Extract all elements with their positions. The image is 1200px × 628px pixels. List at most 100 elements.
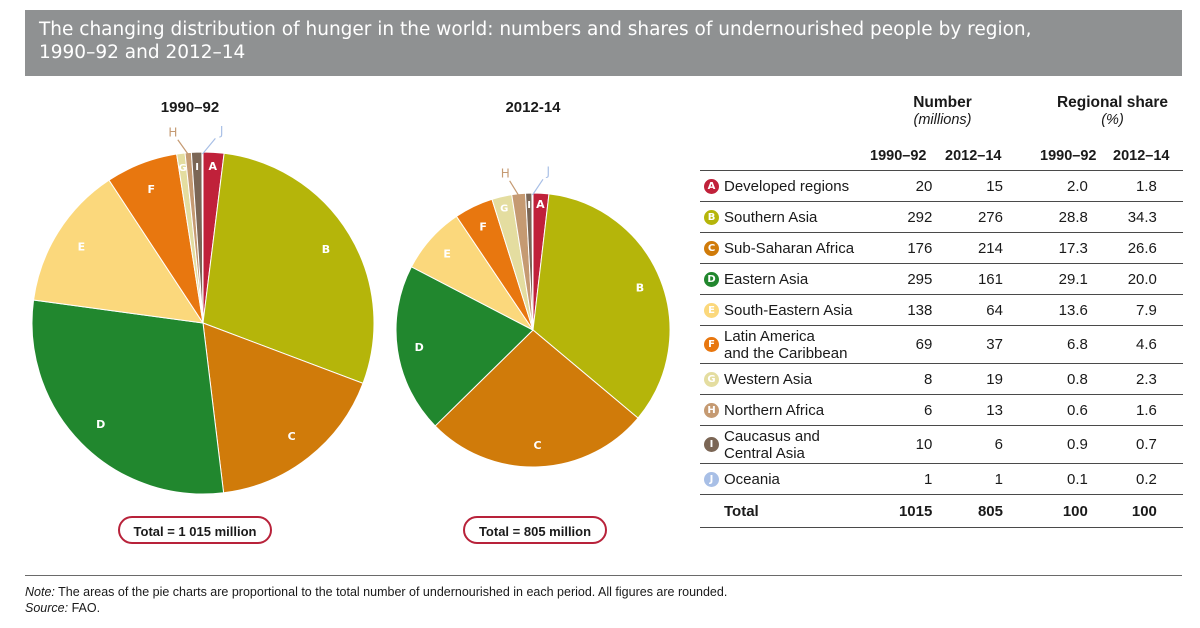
pie-slice-C	[434, 329, 639, 468]
region-letter-badge: A	[704, 178, 719, 194]
total-label: Total	[700, 494, 897, 528]
leader-line-J	[202, 138, 216, 155]
region-name: Northern Africa	[724, 401, 825, 419]
total-number-1990: 1015	[896, 494, 933, 528]
region-letter-badge: H	[704, 402, 719, 418]
region-name: South-Eastern Asia	[724, 301, 853, 319]
leader-line-H	[177, 139, 189, 155]
region-cell: A Developed regions	[700, 170, 897, 202]
slice-label-B: B	[636, 282, 644, 295]
pie-slice-D	[31, 299, 225, 495]
pie-slice-B	[532, 193, 671, 419]
slice-label-E: E	[443, 247, 451, 260]
region-name: Oceania	[724, 470, 780, 488]
table-row: G Western Asia 8 19 0.8 2.3	[700, 363, 1183, 395]
source-label: Source:	[25, 601, 69, 615]
total-share-2012: 100	[1087, 494, 1157, 528]
region-name: Sub-Saharan Africa	[724, 239, 855, 257]
col-header-share-2012: 2012–14	[1113, 148, 1170, 164]
number-2012: 6	[932, 425, 1003, 464]
slice-label-H: H	[501, 166, 510, 180]
leader-line-J	[531, 178, 544, 196]
table-row: I Caucasus and Central Asia 10 6 0.9 0.7	[700, 425, 1183, 464]
region-name: Caucasus and Central Asia	[724, 427, 820, 462]
slice-label-C: C	[533, 439, 541, 452]
region-cell: J Oceania	[700, 463, 897, 495]
slice-label-A: A	[208, 160, 217, 173]
pie-chart-1: A B C D E F G H I J	[395, 165, 671, 468]
region-cell: I Caucasus and Central Asia	[700, 425, 897, 464]
chart-title-bar: The changing distribution of hunger in t…	[25, 10, 1182, 76]
note-text: The areas of the pie charts are proporti…	[54, 585, 728, 599]
slice-label-F: F	[479, 220, 487, 233]
region-cell: D Eastern Asia	[700, 263, 897, 295]
slice-label-C: C	[288, 430, 296, 443]
footer-divider	[25, 575, 1182, 576]
number-1990: 295	[896, 263, 933, 295]
region-cell: H Northern Africa	[700, 394, 897, 426]
number-2012: 161	[932, 263, 1003, 295]
slice-label-D: D	[415, 341, 424, 354]
slice-label-B: B	[322, 243, 330, 256]
share-2012: 26.6	[1087, 232, 1157, 264]
pie-charts-canvas: A B C D E F G H I J A B C D E F G H I J	[31, 124, 671, 495]
col-header-number-1990: 1990–92	[870, 148, 927, 164]
share-2012: 0.2	[1087, 463, 1157, 495]
region-name: Eastern Asia	[724, 270, 809, 288]
share-1990: 0.9	[1002, 425, 1088, 464]
pie-slice-C	[202, 322, 364, 494]
share-2012: 1.8	[1087, 170, 1157, 202]
region-letter-badge: E	[704, 302, 719, 318]
number-2012: 214	[932, 232, 1003, 264]
number-1990: 176	[896, 232, 933, 264]
slice-label-J: J	[545, 165, 550, 179]
number-2012: 1	[932, 463, 1003, 495]
number-header: Number (millions)	[880, 94, 1005, 128]
table-total-row: Total 1015 805 100 100	[700, 494, 1183, 528]
number-header-unit: (millions)	[913, 112, 972, 128]
footnote: Note: The areas of the pie charts are pr…	[25, 584, 727, 616]
pie-slice-D	[395, 266, 534, 427]
number-1990: 20	[896, 170, 933, 202]
number-2012: 64	[932, 294, 1003, 326]
number-2012: 13	[932, 394, 1003, 426]
region-letter-badge: J	[704, 471, 719, 487]
table-row: H Northern Africa 6 13 0.6 1.6	[700, 394, 1183, 426]
slice-label-J: J	[219, 124, 224, 138]
source-text: FAO.	[68, 601, 101, 615]
share-2012: 1.6	[1087, 394, 1157, 426]
table-row: E South-Eastern Asia 138 64 13.6 7.9	[700, 294, 1183, 326]
pie-chart-0: A B C D E F G H I J	[31, 124, 375, 495]
region-cell: B Southern Asia	[700, 201, 897, 233]
number-1990: 10	[896, 425, 933, 464]
number-2012: 15	[932, 170, 1003, 202]
share-1990: 2.0	[1002, 170, 1088, 202]
region-cell: C Sub-Saharan Africa	[700, 232, 897, 264]
region-cell: E South-Eastern Asia	[700, 294, 897, 326]
region-letter-badge: C	[704, 240, 719, 256]
number-1990: 292	[896, 201, 933, 233]
region-letter-badge: F	[704, 337, 719, 352]
slice-label-H: H	[168, 125, 177, 139]
number-header-title: Number	[913, 94, 972, 111]
share-1990: 6.8	[1002, 325, 1088, 364]
col-header-number-2012: 2012–14	[945, 148, 1002, 164]
total-share-1990: 100	[1002, 494, 1088, 528]
table-row: A Developed regions 20 15 2.0 1.8	[700, 170, 1183, 202]
slice-label-A: A	[536, 198, 545, 211]
regions-table: A Developed regions 20 15 2.0 1.8 B Southern As…	[700, 170, 1183, 528]
share-2012: 2.3	[1087, 363, 1157, 395]
region-cell: G Western Asia	[700, 363, 897, 395]
chart-title-line-1: The changing distribution of hunger in t…	[39, 19, 1032, 40]
table-row: C Sub-Saharan Africa 176 214 17.3 26.6	[700, 232, 1183, 264]
share-2012: 0.7	[1087, 425, 1157, 464]
pie-slice-E	[32, 179, 205, 324]
number-2012: 19	[932, 363, 1003, 395]
slice-label-G: G	[178, 163, 186, 174]
share-1990: 28.8	[1002, 201, 1088, 233]
slice-label-D: D	[96, 418, 105, 431]
region-letter-badge: G	[704, 371, 719, 387]
region-name: Western Asia	[724, 370, 813, 388]
share-2012: 4.6	[1087, 325, 1157, 364]
slice-label-G: G	[500, 203, 508, 214]
